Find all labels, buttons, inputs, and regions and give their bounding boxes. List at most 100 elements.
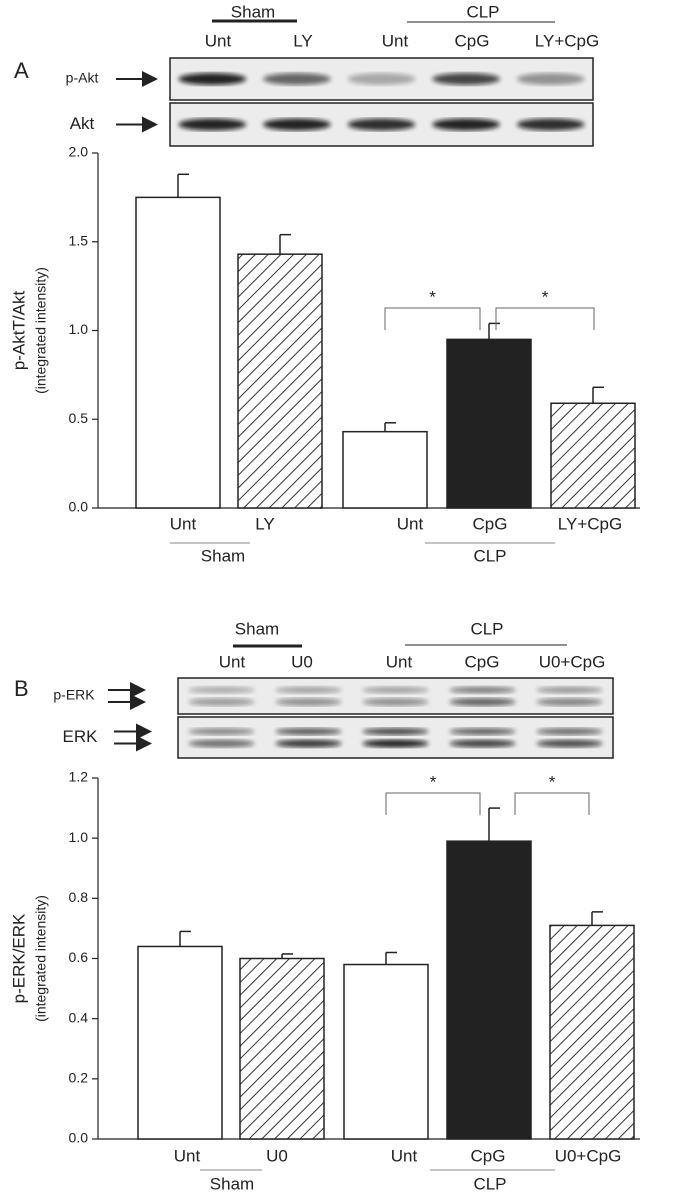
x-tick-label: Unt <box>170 514 197 533</box>
band <box>432 118 500 131</box>
x-tick-label: LY <box>255 514 275 533</box>
y-tick-label: 1.2 <box>69 769 89 785</box>
significance-bracket <box>384 307 481 330</box>
x-tick-label: U0+CpG <box>555 1146 622 1165</box>
y-axis-sublabel: (integrated intensity) <box>33 895 49 1022</box>
band <box>275 698 342 706</box>
significance-bracket <box>514 792 590 815</box>
band <box>536 686 603 694</box>
lane-label: Unt <box>205 31 232 50</box>
row-label: Akt <box>70 114 95 133</box>
group-label: Sham <box>235 619 279 638</box>
group-label: Sham <box>231 2 275 21</box>
band <box>362 686 429 694</box>
significance-bracket <box>385 792 481 815</box>
significance-star: * <box>549 772 556 791</box>
band <box>347 118 416 131</box>
x-tick-label: CpG <box>471 1146 506 1165</box>
lane-label: CpG <box>465 652 500 671</box>
band <box>188 728 255 735</box>
band <box>178 73 247 85</box>
lane-label: U0+CpG <box>539 652 606 671</box>
band <box>362 728 429 735</box>
significance-star: * <box>542 287 549 306</box>
band <box>188 686 255 694</box>
lane-label: LY <box>293 31 313 50</box>
row-label: ERK <box>63 727 99 746</box>
band <box>178 118 247 131</box>
group-label: Sham <box>210 1174 254 1193</box>
lane-label: Unt <box>382 31 409 50</box>
band <box>516 118 585 131</box>
band <box>449 739 516 748</box>
band <box>188 739 255 748</box>
y-tick-label: 0.5 <box>69 410 89 426</box>
band <box>275 686 342 694</box>
y-tick-label: 2.0 <box>69 144 89 160</box>
band <box>449 686 516 694</box>
x-tick-label: Unt <box>397 514 424 533</box>
significance-bracket <box>495 307 595 330</box>
group-label: CLP <box>473 1174 506 1193</box>
y-axis-sublabel: (integrated intensity) <box>33 267 49 394</box>
x-tick-label: U0 <box>266 1146 288 1165</box>
y-tick-label: 0.0 <box>69 499 89 515</box>
bar <box>137 945 223 1140</box>
bar <box>550 402 636 509</box>
bar <box>343 963 429 1140</box>
panel-letter: B <box>14 676 29 701</box>
lane-label: Unt <box>219 652 246 671</box>
y-axis-label: p-AktT/Akt <box>9 291 28 371</box>
group-label: CLP <box>466 2 499 21</box>
band <box>263 73 331 85</box>
y-tick-label: 0.0 <box>69 1130 89 1146</box>
lane-label: Unt <box>386 652 413 671</box>
y-tick-label: 0.2 <box>69 1070 89 1086</box>
y-tick-label: 1.0 <box>69 321 89 337</box>
group-label: CLP <box>473 546 506 565</box>
band <box>275 728 342 735</box>
band <box>516 73 585 85</box>
bar <box>237 253 323 509</box>
y-tick-label: 0.6 <box>69 949 89 965</box>
y-tick-label: 0.4 <box>69 1009 89 1025</box>
row-label: p-ERK <box>53 687 95 703</box>
band <box>536 698 603 706</box>
band <box>362 739 429 748</box>
lane-label: U0 <box>291 652 313 671</box>
y-tick-label: 0.8 <box>69 889 89 905</box>
bar <box>135 196 221 509</box>
band <box>536 728 603 735</box>
lane-label: CpG <box>455 31 490 50</box>
bar <box>446 840 532 1140</box>
x-tick-label: CpG <box>473 514 508 533</box>
band <box>263 118 331 131</box>
band <box>362 698 429 706</box>
panel-letter: A <box>14 58 29 83</box>
y-axis-label: p-ERK/ERK <box>9 913 28 1003</box>
bar <box>549 924 635 1140</box>
group-label: CLP <box>470 619 503 638</box>
bar <box>446 338 532 509</box>
band <box>347 73 416 85</box>
band <box>188 698 255 706</box>
x-tick-label: LY+CpG <box>558 514 622 533</box>
significance-star: * <box>430 772 437 791</box>
group-label: Sham <box>201 546 245 565</box>
bar <box>239 957 325 1140</box>
y-tick-label: 1.0 <box>69 829 89 845</box>
x-tick-label: Unt <box>174 1146 201 1165</box>
lane-label: LY+CpG <box>535 31 599 50</box>
bar <box>342 430 428 509</box>
significance-star: * <box>429 287 436 306</box>
y-tick-label: 1.5 <box>69 232 89 248</box>
band <box>432 73 500 85</box>
x-tick-label: Unt <box>391 1146 418 1165</box>
row-label: p-Akt <box>66 70 99 86</box>
band <box>449 698 516 706</box>
band <box>536 739 603 748</box>
band <box>449 728 516 735</box>
blot <box>177 716 614 759</box>
blot <box>177 677 614 715</box>
